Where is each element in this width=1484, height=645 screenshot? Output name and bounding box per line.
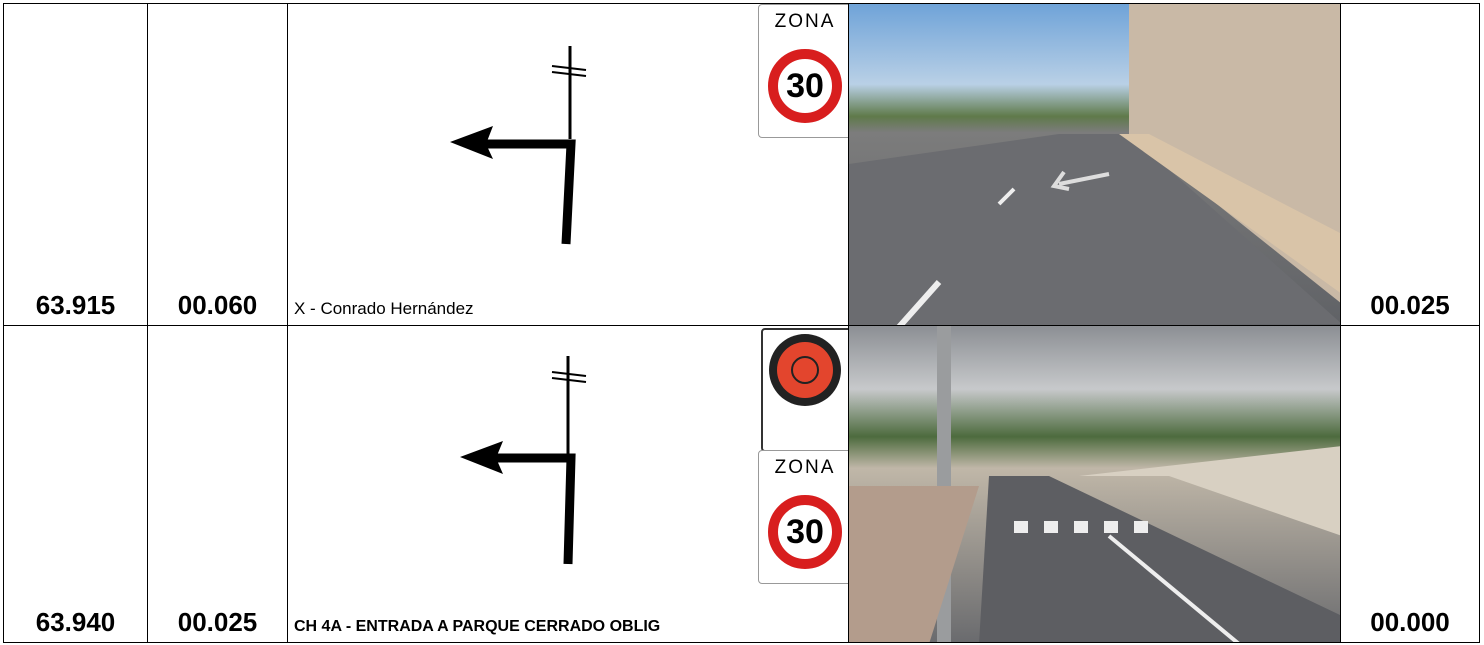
- photo: [848, 3, 1341, 326]
- diagram-cell: ZONA 30 X - Conrado Hernández: [287, 3, 849, 326]
- total: 63.915: [35, 290, 116, 320]
- photo-scene: [849, 326, 1340, 642]
- sign-speed: 30: [768, 495, 842, 569]
- photo-scene: [849, 4, 1340, 325]
- photo: [848, 325, 1341, 643]
- total-cell: 63.915: [3, 3, 148, 326]
- description: X - Conrado Hernández: [294, 299, 474, 318]
- description: CH 4A - ENTRADA A PARQUE CERRADO OBLIG: [294, 618, 661, 635]
- total: 63.940: [35, 607, 116, 637]
- partial-cell: 00.025: [147, 325, 288, 643]
- speed-sign: ZONA 30: [758, 4, 848, 138]
- sign-text: ZONA: [774, 11, 836, 32]
- next-distance: 00.025: [1370, 290, 1450, 320]
- sign-text: ZONA: [774, 457, 836, 478]
- next-distance: 00.000: [1370, 607, 1450, 637]
- total-cell: 63.940: [3, 325, 148, 643]
- parc-ferme-icon: [769, 334, 841, 406]
- diagram-cell: ZONA 30 CH 4A - ENTRADA A PARQUE CERRADO…: [287, 325, 849, 643]
- tulip: [450, 46, 587, 245]
- parc-ferme-sign: [761, 328, 848, 452]
- tulip: [460, 356, 587, 565]
- partial: 00.025: [177, 607, 258, 637]
- next-cell: 00.000: [1340, 325, 1480, 643]
- partial-cell: 00.060: [147, 3, 288, 326]
- partial: 00.060: [177, 290, 258, 320]
- next-cell: 00.025: [1340, 3, 1480, 326]
- sign-speed: 30: [768, 49, 842, 123]
- speed-sign: ZONA 30: [758, 450, 848, 584]
